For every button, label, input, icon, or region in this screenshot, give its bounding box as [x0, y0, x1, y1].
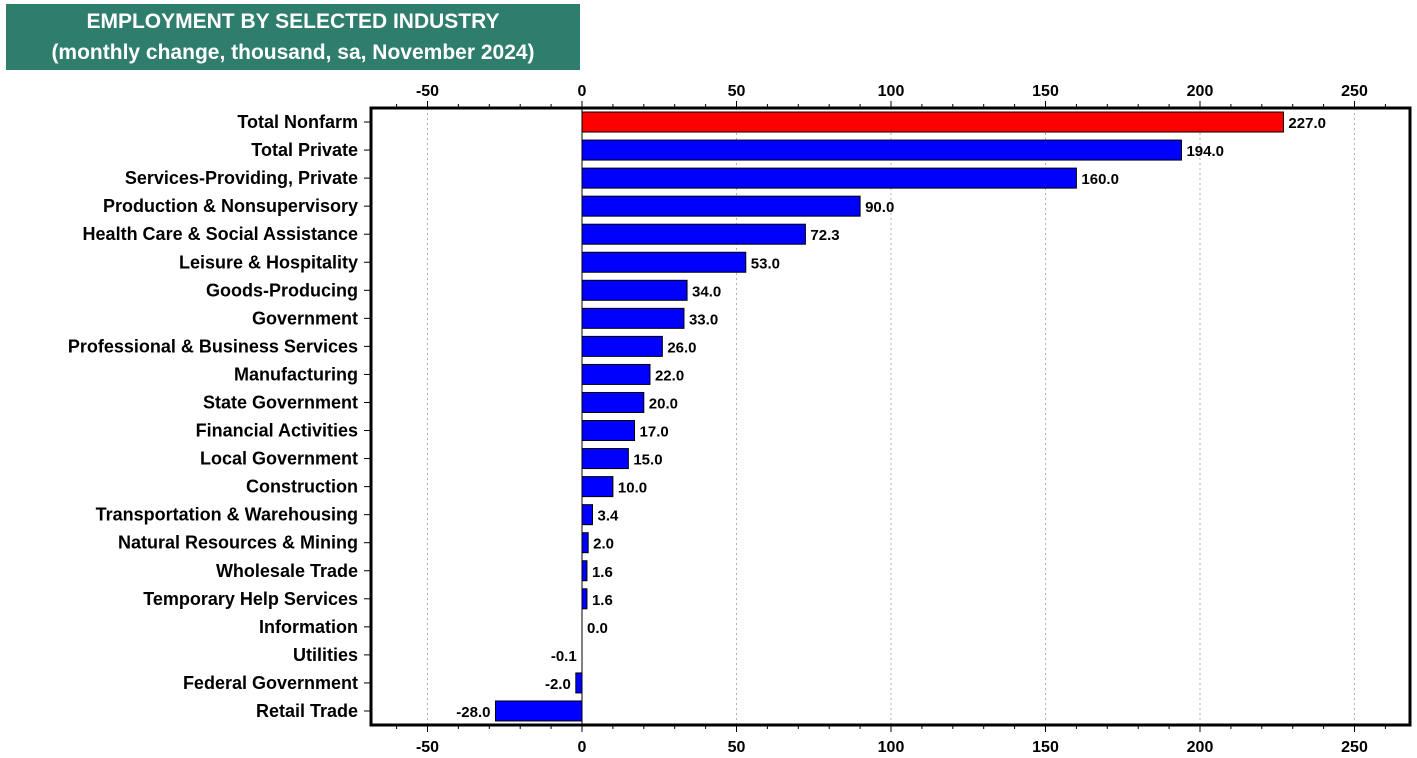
bar: [581, 420, 636, 442]
category-label: Retail Trade: [256, 701, 358, 721]
value-label: 72.3: [810, 227, 839, 244]
x-tick-label-top: 50: [728, 83, 746, 100]
x-tick-label-bottom: 250: [1341, 739, 1368, 756]
bar: [581, 139, 1182, 161]
value-label: 53.0: [751, 255, 780, 272]
x-tick-label-top: 150: [1032, 83, 1059, 100]
bar: [581, 223, 806, 245]
category-label: Transportation & Warehousing: [96, 505, 358, 525]
category-label: Health Care & Social Assistance: [83, 224, 358, 244]
value-label: 160.0: [1081, 171, 1119, 188]
bar: [581, 448, 629, 470]
value-label: 1.6: [592, 592, 613, 609]
category-label: Leisure & Hospitality: [179, 252, 358, 272]
x-tick-label-top: 200: [1187, 83, 1214, 100]
category-label: Natural Resources & Mining: [118, 533, 358, 553]
value-label: 17.0: [640, 424, 669, 441]
x-tick-label-top: 0: [578, 83, 587, 100]
bar: [494, 700, 583, 722]
category-label: Total Nonfarm: [237, 112, 358, 132]
value-label: 26.0: [667, 339, 696, 356]
value-label: 33.0: [689, 311, 718, 328]
category-label: Local Government: [200, 449, 358, 469]
bar: [581, 560, 588, 582]
chart-title-box: EMPLOYMENT BY SELECTED INDUSTRY (monthly…: [6, 4, 580, 70]
x-tick-label-bottom: 150: [1032, 739, 1059, 756]
category-label: Government: [252, 308, 358, 328]
x-tick-label-bottom: 200: [1187, 739, 1214, 756]
x-tick-label-bottom: 100: [878, 739, 905, 756]
bar: [581, 195, 861, 217]
bar: [581, 588, 588, 610]
value-label: -2.0: [545, 676, 571, 693]
bar: [581, 504, 594, 526]
category-label: Professional & Business Services: [68, 336, 358, 356]
category-label: Wholesale Trade: [216, 561, 358, 581]
value-label: 34.0: [692, 283, 721, 300]
category-label: Services-Providing, Private: [125, 168, 358, 188]
value-label: 22.0: [655, 367, 684, 384]
value-label: 10.0: [618, 480, 647, 497]
bar: [581, 532, 589, 554]
x-tick-label-top: 250: [1341, 83, 1368, 100]
value-label: 194.0: [1186, 143, 1224, 160]
chart-title: EMPLOYMENT BY SELECTED INDUSTRY: [86, 10, 500, 33]
x-tick-label-bottom: -50: [416, 739, 439, 756]
value-label: 1.6: [592, 564, 613, 581]
bar: [581, 111, 1284, 133]
bar: [575, 672, 583, 694]
value-label: 90.0: [865, 199, 894, 216]
bar: [581, 251, 747, 273]
category-label: Temporary Help Services: [143, 589, 358, 609]
category-label: Manufacturing: [234, 364, 358, 384]
bar: [581, 335, 663, 357]
x-tick-label-bottom: 50: [728, 739, 746, 756]
value-label: 3.4: [598, 508, 620, 525]
bar: [581, 363, 651, 385]
category-label: Goods-Producing: [206, 280, 358, 300]
value-label: 15.0: [633, 452, 662, 469]
value-label: -28.0: [456, 704, 490, 721]
value-label: 0.0: [587, 620, 608, 637]
category-label: Utilities: [293, 645, 358, 665]
bar: [581, 307, 685, 329]
value-label: 227.0: [1288, 115, 1326, 132]
category-label: Production & Nonsupervisory: [103, 196, 358, 216]
category-label: Total Private: [251, 140, 358, 160]
value-label: -0.1: [551, 648, 577, 665]
category-label: Federal Government: [183, 673, 358, 693]
category-label: State Government: [203, 392, 358, 412]
bar: [581, 167, 1077, 189]
bar: [581, 391, 645, 413]
value-label: 20.0: [649, 395, 678, 412]
category-label: Construction: [246, 477, 358, 497]
chart-subtitle: (monthly change, thousand, sa, November …: [51, 41, 535, 64]
x-tick-label-top: 100: [878, 83, 905, 100]
x-tick-label-bottom: 0: [578, 739, 587, 756]
value-label: 2.0: [593, 536, 614, 553]
bar: [581, 279, 688, 301]
plot-frame: [369, 106, 1412, 727]
x-tick-label-top: -50: [416, 83, 439, 100]
bar: [581, 476, 614, 498]
category-label: Information: [259, 617, 358, 637]
category-label: Financial Activities: [196, 421, 358, 441]
